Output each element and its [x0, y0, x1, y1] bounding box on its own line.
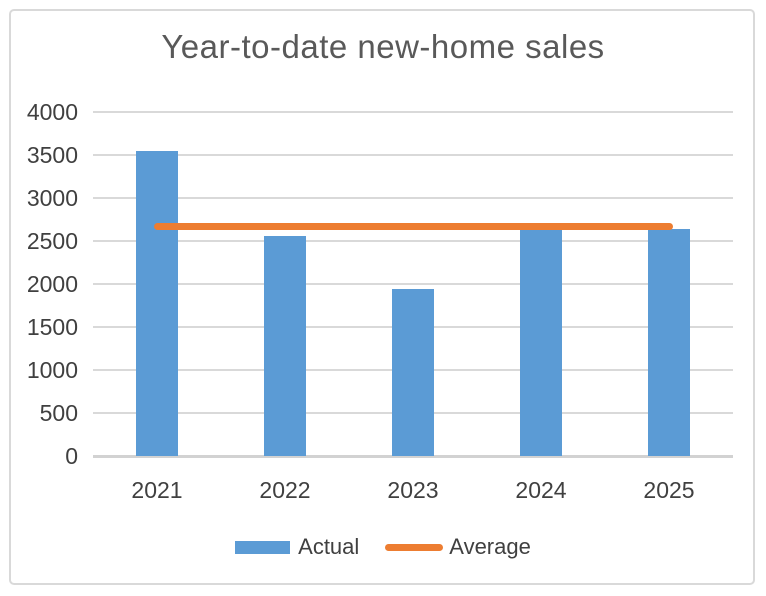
y-tick-label-4000: 4000: [26, 99, 78, 125]
legend-bar-swatch: [235, 540, 291, 554]
legend-line-swatch: [385, 543, 444, 551]
bar-2024: [520, 227, 562, 456]
legend: Actual Average: [0, 534, 766, 560]
legend-label-average: Average: [449, 534, 531, 559]
y-tick-label-3500: 3500: [26, 142, 78, 168]
legend-item-average: Average: [385, 534, 531, 560]
gridline-4000: [93, 111, 733, 113]
y-tick-label-2500: 2500: [26, 228, 78, 254]
legend-item-actual: Actual: [235, 534, 359, 560]
y-tick-label-0: 0: [65, 443, 78, 469]
bar-2021: [136, 150, 178, 456]
x-tick-label-2023: 2023: [387, 477, 439, 503]
x-axis-line: [93, 455, 733, 458]
chart-border: [9, 9, 755, 585]
y-tick-label-500: 500: [39, 400, 78, 426]
y-tick-label-3000: 3000: [26, 185, 78, 211]
x-tick-label-2022: 2022: [259, 477, 311, 503]
legend-label-actual: Actual: [298, 534, 360, 559]
x-tick-label-2021: 2021: [131, 477, 183, 503]
gridline-2000: [93, 283, 733, 285]
gridline-3000: [93, 197, 733, 199]
average-line: [153, 222, 673, 230]
bar-2023: [392, 289, 434, 456]
y-tick-label-1500: 1500: [26, 314, 78, 340]
gridline-3500: [93, 154, 733, 156]
x-tick-label-2024: 2024: [515, 477, 567, 503]
x-tick-label-2025: 2025: [643, 477, 695, 503]
gridline-2500: [93, 240, 733, 242]
y-tick-label-1000: 1000: [26, 357, 78, 383]
y-tick-label-2000: 2000: [26, 271, 78, 297]
bar-2022: [264, 235, 306, 456]
chart-title: Year-to-date new-home sales: [161, 28, 605, 65]
bar-2025: [648, 228, 690, 456]
